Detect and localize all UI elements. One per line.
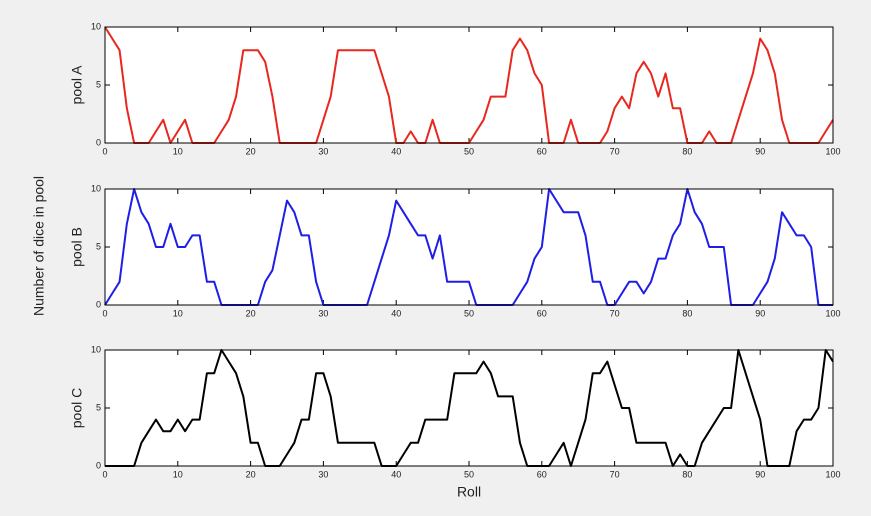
x-tick-label: 100	[825, 469, 840, 479]
y-tick-label: 5	[96, 402, 101, 412]
y-tick-label: 5	[96, 241, 101, 251]
y-tick-label: 0	[96, 460, 101, 470]
x-tick-label: 10	[173, 308, 183, 318]
x-tick-label: 60	[537, 146, 547, 156]
x-tick-label: 10	[173, 469, 183, 479]
x-tick-label: 30	[318, 308, 328, 318]
x-tick-label: 50	[464, 308, 474, 318]
plot-frame	[104, 349, 834, 467]
y-tick-label: 10	[91, 344, 101, 354]
x-tick-label: 70	[610, 308, 620, 318]
x-tick-label: 10	[173, 146, 183, 156]
shared-y-label: Number of dice in pool	[31, 176, 47, 316]
data-line	[105, 349, 834, 467]
x-tick-label: 80	[682, 469, 692, 479]
x-tick-label: 70	[610, 146, 620, 156]
x-tick-label: 20	[246, 469, 256, 479]
y-axis-label: pool C	[69, 388, 85, 428]
plot-frame	[104, 26, 834, 144]
x-tick-label: 100	[825, 308, 840, 318]
x-tick-label: 80	[682, 308, 692, 318]
x-tick-label: 90	[755, 308, 765, 318]
x-tick-label: 70	[610, 469, 620, 479]
x-tick-label: 60	[537, 308, 547, 318]
y-tick-label: 5	[96, 79, 101, 89]
x-tick-label: 0	[102, 308, 107, 318]
x-tick-label: 20	[246, 146, 256, 156]
x-tick-label: 40	[391, 146, 401, 156]
x-tick-label: 30	[318, 146, 328, 156]
x-axis-label: Roll	[457, 484, 481, 500]
plot-area	[105, 27, 833, 143]
x-tick-label: 20	[246, 308, 256, 318]
y-axis-label: pool B	[69, 227, 85, 267]
x-tick-label: 50	[464, 469, 474, 479]
x-tick-label: 0	[102, 146, 107, 156]
x-tick-label: 40	[391, 308, 401, 318]
x-tick-label: 60	[537, 469, 547, 479]
x-tick-label: 80	[682, 146, 692, 156]
plot-area	[105, 350, 833, 466]
x-tick-label: 100	[825, 146, 840, 156]
y-tick-label: 0	[96, 299, 101, 309]
y-axis-label: pool A	[69, 65, 85, 105]
y-tick-label: 10	[91, 21, 101, 31]
x-tick-label: 90	[755, 146, 765, 156]
plot-frame	[104, 188, 834, 306]
x-tick-label: 30	[318, 469, 328, 479]
x-tick-label: 90	[755, 469, 765, 479]
y-tick-label: 10	[91, 183, 101, 193]
x-tick-label: 50	[464, 146, 474, 156]
x-tick-label: 0	[102, 469, 107, 479]
y-tick-label: 0	[96, 137, 101, 147]
x-tick-label: 40	[391, 469, 401, 479]
